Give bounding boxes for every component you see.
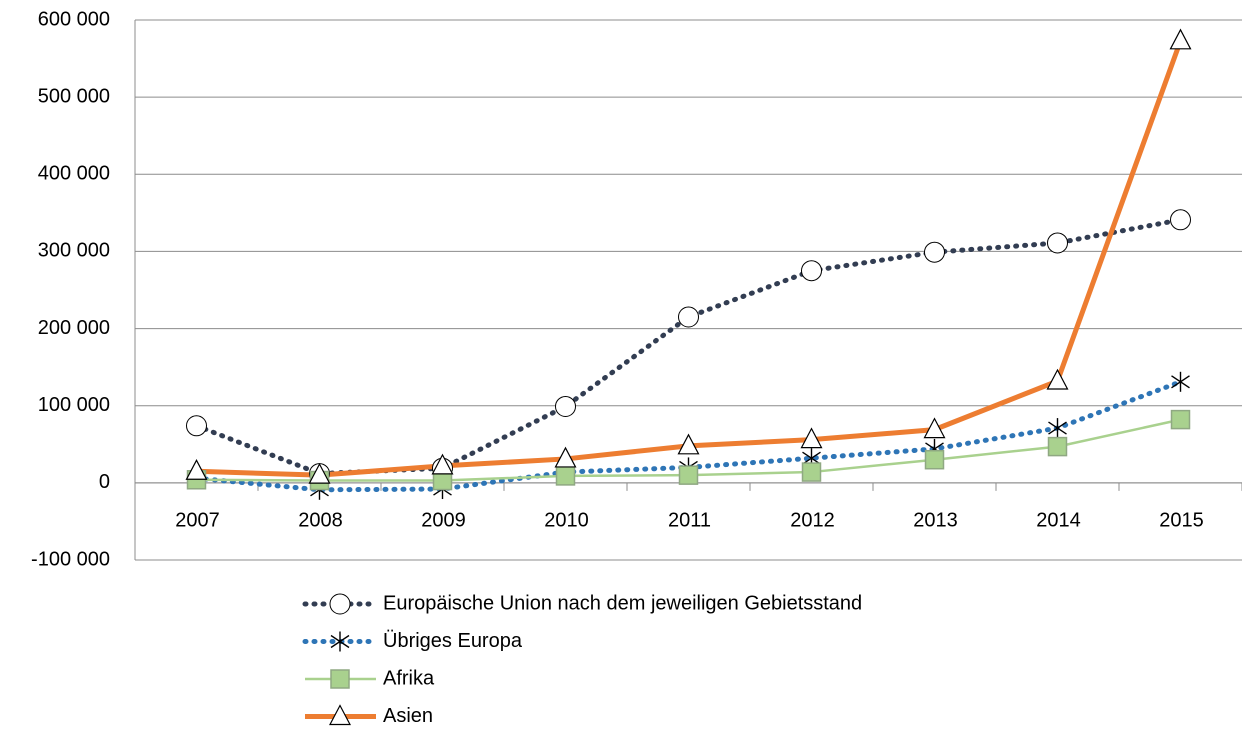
- marker-shape: [1170, 209, 1191, 231]
- y-tick-label: 0: [99, 471, 110, 493]
- marker-shape: [431, 453, 454, 475]
- marker-shape: [1047, 232, 1068, 254]
- marker: [678, 465, 699, 485]
- marker: [801, 462, 822, 482]
- x-tick-label: 2014: [1036, 509, 1081, 531]
- marker: [1047, 232, 1068, 254]
- marker-shape: [330, 669, 350, 689]
- marker-shape: [924, 449, 945, 470]
- marker: [677, 433, 700, 455]
- marker-shape: [1047, 436, 1068, 457]
- y-tick-label: 100 000: [38, 394, 110, 416]
- legend-label: Asien: [383, 705, 433, 727]
- marker-shape: [555, 395, 576, 417]
- marker-shape: [308, 462, 331, 484]
- marker: [1170, 209, 1191, 231]
- marker: [554, 446, 577, 468]
- y-tick-label: -100 000: [31, 548, 110, 570]
- x-tick-label: 2012: [790, 509, 835, 531]
- marker: [800, 427, 823, 449]
- x-tick-label: 2011: [668, 509, 711, 531]
- marker-shape: [677, 433, 700, 455]
- marker: [555, 466, 576, 486]
- marker: [923, 417, 946, 439]
- marker-shape: [1170, 409, 1191, 430]
- y-tick-label: 600 000: [38, 8, 110, 30]
- marker-shape: [555, 466, 576, 486]
- marker: [330, 631, 350, 652]
- marker: [1171, 371, 1190, 392]
- marker-shape: [1171, 375, 1190, 389]
- marker-shape: [678, 465, 699, 485]
- marker: [1046, 368, 1069, 390]
- marker: [678, 306, 699, 328]
- y-tick-label: 500 000: [38, 85, 110, 107]
- x-tick-label: 2013: [913, 509, 958, 531]
- marker-shape: [1048, 421, 1067, 435]
- marker-shape: [330, 634, 350, 649]
- marker: [186, 415, 207, 437]
- marker-shape: [185, 458, 208, 480]
- marker-shape: [801, 462, 822, 482]
- y-tick-label: 200 000: [38, 317, 110, 339]
- x-tick-label: 2015: [1159, 509, 1204, 531]
- marker-shape: [802, 451, 821, 465]
- marker: [555, 395, 576, 417]
- marker: [1048, 418, 1067, 439]
- marker-shape: [801, 260, 822, 282]
- marker: [1170, 409, 1191, 430]
- marker: [924, 241, 945, 263]
- y-tick-label: 300 000: [38, 240, 110, 262]
- legend-label: Übriges Europa: [383, 630, 523, 652]
- marker-shape: [1169, 28, 1192, 50]
- legend-label: Europäische Union nach dem jeweiligen Ge…: [383, 592, 862, 614]
- marker-shape: [329, 704, 351, 726]
- marker-shape: [923, 417, 946, 439]
- marker-shape: [924, 241, 945, 263]
- x-tick-label: 2008: [298, 509, 343, 531]
- marker-shape: [1046, 368, 1069, 390]
- marker-shape: [329, 593, 351, 615]
- y-tick-label: 400 000: [38, 163, 110, 185]
- marker: [329, 593, 351, 615]
- marker: [329, 704, 351, 726]
- x-tick-label: 2007: [175, 509, 220, 531]
- marker: [801, 260, 822, 282]
- marker-shape: [678, 306, 699, 328]
- marker: [924, 449, 945, 470]
- marker: [308, 462, 331, 484]
- marker-shape: [800, 427, 823, 449]
- marker-shape: [554, 446, 577, 468]
- marker: [1047, 436, 1068, 457]
- legend-label: Afrika: [383, 667, 435, 689]
- series-line: [196, 39, 1183, 478]
- marker-shape: [186, 415, 207, 437]
- marker: [431, 453, 454, 475]
- marker: [1169, 28, 1192, 50]
- marker: [330, 669, 350, 689]
- marker: [185, 458, 208, 480]
- x-tick-label: 2009: [421, 509, 466, 531]
- x-tick-label: 2010: [544, 509, 589, 531]
